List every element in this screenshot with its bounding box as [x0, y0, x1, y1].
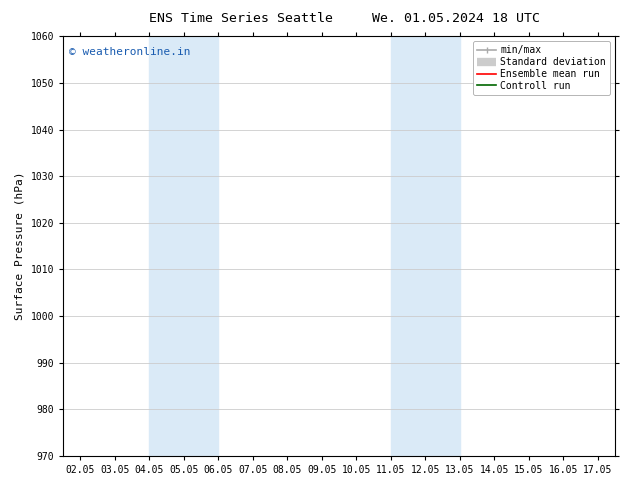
Y-axis label: Surface Pressure (hPa): Surface Pressure (hPa) — [15, 172, 25, 320]
Text: © weatheronline.in: © weatheronline.in — [68, 47, 190, 57]
Bar — [391, 36, 460, 456]
Text: We. 01.05.2024 18 UTC: We. 01.05.2024 18 UTC — [373, 12, 540, 25]
Text: ENS Time Series Seattle: ENS Time Series Seattle — [149, 12, 333, 25]
Bar — [149, 36, 218, 456]
Legend: min/max, Standard deviation, Ensemble mean run, Controll run: min/max, Standard deviation, Ensemble me… — [473, 41, 610, 95]
